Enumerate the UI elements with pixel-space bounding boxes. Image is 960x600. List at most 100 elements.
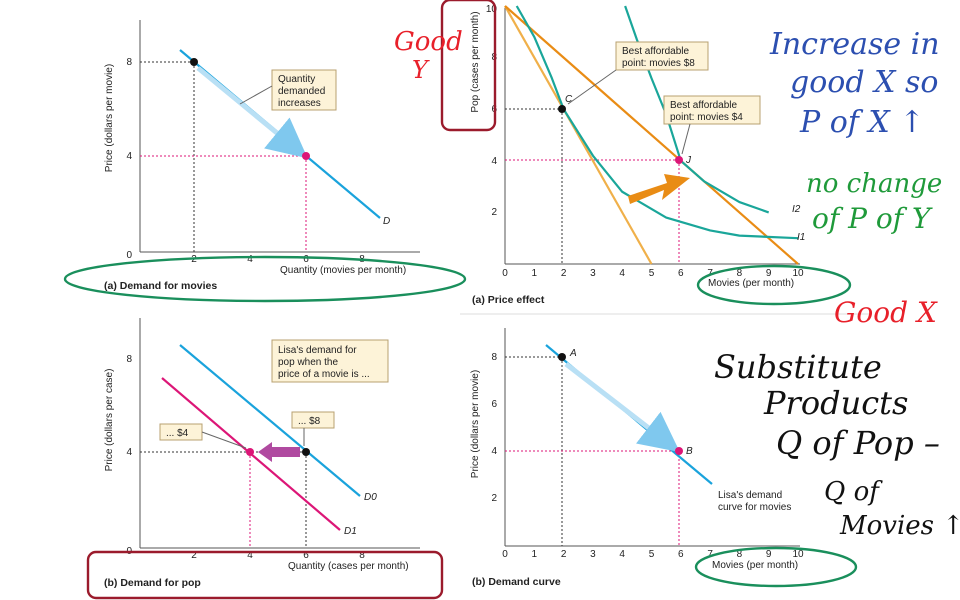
- y-axis-label: Price (dollars per case): [104, 369, 115, 472]
- point-label-J: J: [685, 155, 692, 166]
- y-tick-label: 6: [491, 399, 497, 410]
- price-effect-arrow: [628, 174, 690, 204]
- x-tick-label: 8: [359, 550, 365, 561]
- x-tick-label: 2: [561, 268, 567, 279]
- label-4: ... $4: [166, 428, 189, 439]
- point-p8: [190, 58, 198, 66]
- panel-demand-pop: 8 4 0 2 4 6 8 Quantity (cases per month)…: [86, 318, 444, 600]
- ink-good: Good: [394, 27, 463, 57]
- curve-label-I1: I1: [797, 232, 805, 243]
- x-tick-label: 1: [532, 268, 538, 279]
- indifference-curve: [515, 5, 799, 240]
- series-label-D1: D1: [344, 526, 357, 537]
- x-tick-label: 5: [649, 268, 655, 279]
- series-label-D: D: [383, 216, 390, 227]
- y-axis-label: Pop (cases per month): [470, 11, 481, 112]
- x-tick-label: 10: [792, 268, 804, 279]
- x-tick-label: 4: [247, 550, 253, 561]
- annotation-line: Best affordable: [622, 46, 690, 57]
- series-label-D0: D0: [364, 492, 377, 503]
- panel-caption: (b) Demand curve: [472, 576, 561, 588]
- ink-q-of: Q of: [824, 477, 883, 507]
- point-p4: [302, 152, 310, 160]
- ink-rect: [86, 550, 444, 600]
- y-axis-label: Price (dollars per movie): [104, 64, 115, 172]
- shift-arrow: [258, 442, 300, 462]
- ink-ellipse: [63, 255, 467, 303]
- x-tick-label: 8: [737, 549, 743, 560]
- x-axis-label: Quantity (cases per month): [288, 561, 409, 572]
- ink-increase-1: Increase in: [769, 27, 940, 62]
- x-axis-label: Movies (per month): [712, 560, 798, 571]
- x-tick-label: 2: [561, 549, 567, 560]
- y-tick-label: 8: [126, 354, 132, 365]
- panel-caption: (a) Price effect: [472, 294, 545, 306]
- x-tick-label: 6: [303, 254, 309, 265]
- point-label-A: A: [569, 348, 577, 359]
- annotation-line: pop when the: [278, 357, 338, 368]
- panel-demand-curve: 8 6 4 2 Price (dollars per movie) 0 1 2 3 4 5…: [470, 328, 858, 588]
- point-d0: [302, 448, 310, 456]
- y-tick-label: 10: [486, 4, 498, 15]
- annotation-line: Lisa's demand for: [278, 345, 357, 356]
- x-tick-label: 10: [792, 549, 804, 560]
- ink-no-change-1: no change: [806, 169, 942, 199]
- ink-y: Y: [412, 56, 430, 84]
- annotation-box: [663, 95, 761, 125]
- movement-arrow: [196, 66, 308, 159]
- x-tick-label: 3: [590, 549, 596, 560]
- point-J: [675, 156, 683, 164]
- panel-caption: (b) Demand for pop: [104, 577, 201, 589]
- ink-increase-3: P of X ↑: [799, 105, 924, 140]
- x-tick-label: 0: [502, 549, 508, 560]
- annotation-line: curve for movies: [718, 502, 791, 513]
- annotation-line: increases: [278, 98, 321, 109]
- label-box: [291, 411, 335, 429]
- annotation-box: [271, 339, 389, 383]
- x-tick-label: 0: [126, 250, 132, 261]
- x-tick-label: 6: [303, 550, 309, 561]
- x-tick-label: 8: [737, 268, 743, 279]
- ink-ellipse: [696, 264, 852, 306]
- ink-substitute-1: Substitute: [714, 348, 882, 386]
- annotation-line: Lisa's demand: [718, 490, 782, 501]
- annotation-line: Best affordable: [670, 100, 738, 111]
- label-8: ... $8: [298, 416, 321, 427]
- x-tick-label: 0: [502, 268, 508, 279]
- x-tick-label: 5: [649, 549, 655, 560]
- annotation-line: Quantity: [278, 74, 315, 85]
- curve-label-I2: I2: [792, 204, 801, 215]
- y-tick-label: 4: [491, 156, 497, 167]
- point-B: [675, 447, 683, 455]
- x-tick-label: 9: [766, 268, 772, 279]
- point-d1: [246, 448, 254, 456]
- x-tick-label: 3: [590, 268, 596, 279]
- x-tick-label: 6: [678, 268, 684, 279]
- y-tick-label: 2: [491, 493, 497, 504]
- y-tick-label: 4: [491, 446, 497, 457]
- x-axis-label: Quantity (movies per month): [280, 265, 406, 276]
- point-label-B: B: [686, 446, 693, 457]
- x-tick-label: 1: [532, 549, 538, 560]
- y-tick-label: 4: [126, 151, 132, 162]
- annotation-line: price of a movie is ...: [278, 369, 370, 380]
- movement-arrow: [564, 362, 680, 453]
- ink-substitute-2: Products: [763, 384, 908, 422]
- panel-demand-movies: 8 4 0 2 4 6 8 Quantity (movies per month…: [63, 20, 467, 303]
- ink-rect: [440, 0, 497, 132]
- annotation-box: [615, 41, 709, 71]
- x-tick-label: 4: [619, 549, 625, 560]
- x-tick-label: 2: [191, 550, 197, 561]
- y-tick-label: 8: [491, 352, 497, 363]
- y-tick-label: 2: [491, 207, 497, 218]
- annotation-line: demanded: [278, 86, 325, 97]
- panel-caption: (a) Demand for movies: [104, 280, 217, 292]
- x-tick-label: 6: [678, 549, 684, 560]
- y-tick-label: 4: [126, 447, 132, 458]
- ink-movies: Movies ↑: [839, 511, 960, 541]
- budget-line: [504, 5, 799, 265]
- ink-ellipse: [694, 546, 858, 588]
- ink-substitute-3: Q of Pop –: [776, 424, 940, 462]
- x-tick-label: 4: [247, 254, 253, 265]
